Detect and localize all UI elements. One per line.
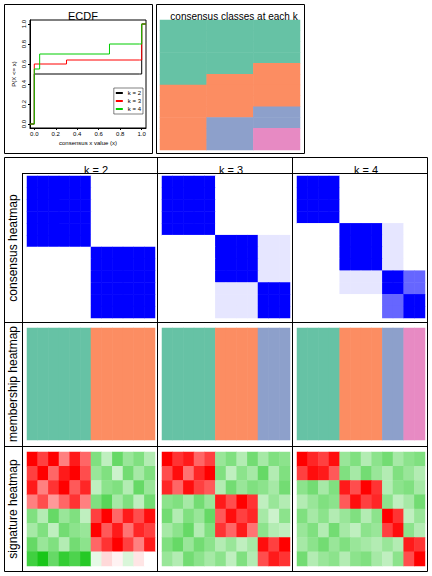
svg-text:1.0: 1.0 [21, 19, 27, 28]
svg-text:1.0: 1.0 [138, 131, 147, 137]
svg-text:k = 2: k = 2 [128, 90, 142, 96]
svg-text:0.8: 0.8 [116, 131, 125, 137]
svg-text:k = 3: k = 3 [128, 98, 142, 104]
svg-text:consensus x value (x): consensus x value (x) [59, 140, 117, 146]
svg-text:0.4: 0.4 [73, 131, 82, 137]
svg-text:k = 4: k = 4 [354, 164, 378, 176]
svg-text:signature heatmap: signature heatmap [6, 459, 20, 559]
svg-text:0.4: 0.4 [21, 79, 27, 88]
svg-text:k = 2: k = 2 [84, 164, 108, 176]
svg-text:k = 3: k = 3 [219, 164, 243, 176]
svg-text:0.6: 0.6 [21, 59, 27, 68]
svg-text:0.6: 0.6 [95, 131, 104, 137]
svg-text:consensus classes at each k: consensus classes at each k [170, 11, 298, 22]
svg-text:0.8: 0.8 [21, 39, 27, 48]
svg-text:0.0: 0.0 [21, 119, 27, 128]
svg-text:consensus heatmap: consensus heatmap [6, 194, 20, 302]
svg-text:ECDF: ECDF [68, 10, 98, 22]
svg-text:P(X <= x): P(X <= x) [11, 61, 17, 86]
svg-text:0.0: 0.0 [30, 131, 39, 137]
svg-text:0.2: 0.2 [21, 99, 27, 108]
svg-text:0.2: 0.2 [52, 131, 61, 137]
svg-text:membership heatmap: membership heatmap [6, 326, 20, 442]
svg-text:k = 4: k = 4 [128, 106, 142, 112]
